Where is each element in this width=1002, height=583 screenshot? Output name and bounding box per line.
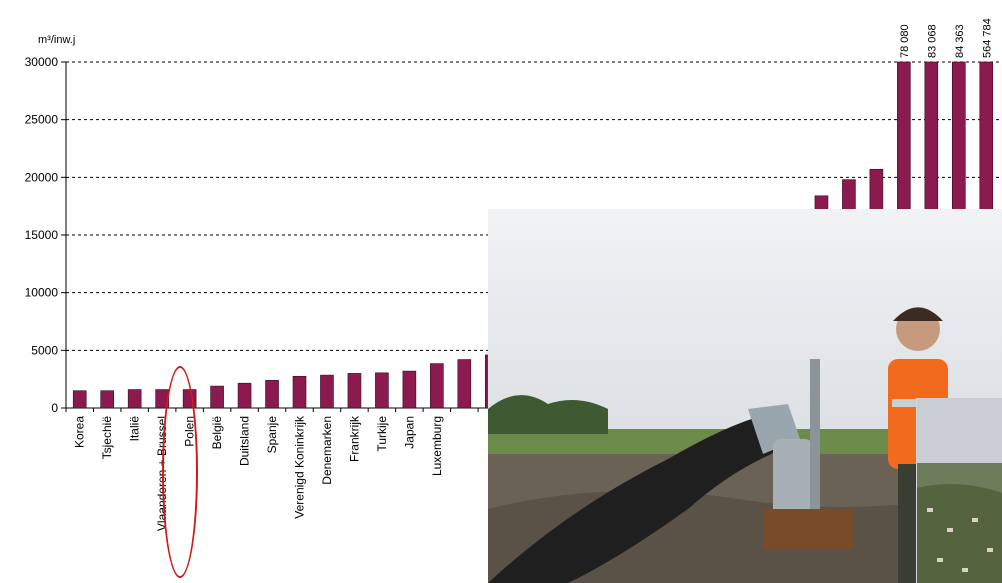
- y-tick-label: 15000: [25, 228, 59, 242]
- x-tick-label: Spanje: [265, 416, 279, 454]
- y-tick-label: 10000: [25, 286, 59, 300]
- bar: [265, 380, 279, 409]
- y-tick-label: 30000: [25, 55, 59, 69]
- highlight-ellipse: [162, 366, 198, 578]
- y-tick-label: 20000: [25, 170, 59, 184]
- bar: [72, 390, 87, 409]
- x-tick-label: Turkije: [375, 416, 389, 452]
- overflow-value-label: 84 363: [954, 24, 966, 58]
- bar: [237, 382, 252, 409]
- x-tick-label: Duitsland: [238, 416, 252, 466]
- overflow-value-label: 564 784: [981, 18, 993, 58]
- x-tick-label: Korea: [73, 416, 87, 448]
- x-tick-label: België: [210, 416, 224, 450]
- y-axis-unit-label: m³/inw.j: [38, 34, 76, 46]
- bar: [127, 389, 142, 409]
- x-tick-label: Japan: [402, 416, 416, 449]
- inset-photo: [916, 398, 1002, 583]
- bar: [320, 374, 334, 409]
- bar: [402, 370, 417, 409]
- bar: [430, 363, 444, 409]
- y-tick-label: 25000: [25, 113, 59, 127]
- x-tick-label: Verenigd Koninkrijk: [293, 415, 307, 519]
- x-tick-label: Frankrijk: [347, 415, 361, 462]
- x-tick-label: Italië: [128, 416, 142, 442]
- overflow-value-label: 78 080: [899, 24, 911, 58]
- y-tick-label: 5000: [31, 343, 58, 357]
- y-tick-label: 0: [51, 401, 58, 415]
- bar: [347, 373, 362, 409]
- bar: [457, 359, 472, 409]
- x-tick-label: Tsjechië: [100, 416, 114, 460]
- x-tick-label: Luxemburg: [430, 416, 444, 476]
- x-tick-label: Denemarken: [320, 416, 334, 485]
- bar: [210, 385, 224, 409]
- bar: [375, 372, 389, 409]
- overflow-value-label: 83 068: [926, 24, 938, 58]
- bar: [100, 390, 115, 409]
- bar: [292, 375, 307, 409]
